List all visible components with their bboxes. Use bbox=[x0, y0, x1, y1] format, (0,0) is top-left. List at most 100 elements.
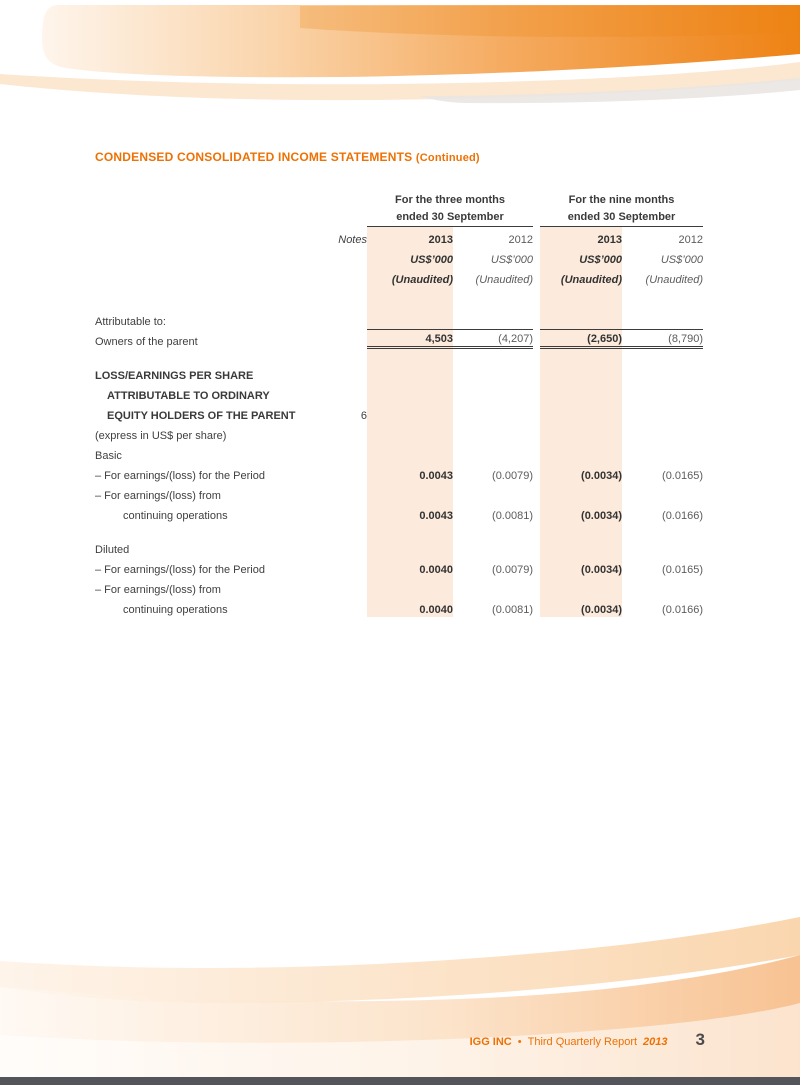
col-year-2013-9m: 2013 bbox=[540, 227, 623, 247]
spacer-row bbox=[95, 523, 703, 537]
col-status: (Unaudited) bbox=[645, 274, 704, 286]
row-label: – For earnings/(loss) from bbox=[95, 490, 221, 502]
highlight-band-cell bbox=[540, 423, 623, 443]
value-cell: 0.0040 bbox=[367, 557, 453, 577]
group-header-line1: For the three months bbox=[395, 194, 506, 206]
highlight-band-cell bbox=[367, 403, 453, 423]
table-row: Attributable to: bbox=[95, 309, 703, 329]
value-cell: (0.0081) bbox=[492, 604, 534, 616]
highlight-band-cell bbox=[540, 403, 623, 423]
highlight-band-cell bbox=[540, 383, 623, 403]
footer-artwork bbox=[0, 917, 800, 1085]
row-label: continuing operations bbox=[123, 604, 228, 616]
table-row: Basic bbox=[95, 443, 703, 463]
header-swoosh-gray bbox=[420, 78, 800, 104]
row-label: – For earnings/(loss) for the Period bbox=[95, 470, 265, 482]
value-cell: 0.0040 bbox=[367, 597, 453, 617]
highlight-band-cell bbox=[540, 483, 623, 503]
col-status: (Unaudited) bbox=[367, 267, 453, 287]
page-title: CONDENSED CONSOLIDATED INCOME STATEMENTS… bbox=[95, 150, 705, 165]
column-group-row: For the three months ended 30 September … bbox=[95, 192, 704, 227]
row-label: EQUITY HOLDERS OF THE PARENT bbox=[107, 410, 296, 422]
highlight-band-cell bbox=[540, 537, 623, 557]
header-swoosh-highlight bbox=[300, 6, 800, 37]
group-header-line2: ended 30 September bbox=[567, 211, 676, 223]
spacer-row bbox=[95, 349, 703, 363]
value-cell: (0.0079) bbox=[492, 470, 534, 482]
highlight-band-cell bbox=[367, 287, 453, 309]
row-label: Basic bbox=[95, 450, 122, 462]
col-year-2013-q3: 2013 bbox=[367, 227, 453, 247]
row-label: (express in US$ per share) bbox=[95, 430, 227, 442]
group-header-line2: ended 30 September bbox=[396, 211, 504, 223]
highlight-band-cell bbox=[367, 537, 453, 557]
highlight-band-cell bbox=[367, 523, 453, 537]
header-artwork bbox=[0, 5, 800, 104]
highlight-band-cell bbox=[367, 483, 453, 503]
value-cell: (0.0166) bbox=[662, 604, 704, 616]
highlight-band-cell bbox=[367, 349, 453, 363]
page-title-text: CONDENSED CONSOLIDATED INCOME STATEMENTS bbox=[95, 150, 413, 164]
page-title-continued: (Continued) bbox=[415, 152, 480, 164]
status-header-row: (Unaudited) (Unaudited) (Unaudited) (Una… bbox=[95, 267, 703, 287]
group-header-line1: For the nine months bbox=[568, 194, 675, 206]
highlight-band-cell bbox=[540, 577, 623, 597]
header-swoosh-main bbox=[42, 5, 800, 78]
footer-swoosh-main bbox=[0, 955, 800, 1077]
table-row: LOSS/EARNINGS PER SHARE bbox=[95, 363, 703, 383]
row-label: Owners of the parent bbox=[95, 336, 198, 348]
highlight-band-cell bbox=[540, 443, 623, 463]
value-cell: (0.0034) bbox=[540, 597, 623, 617]
col-unit: US$’000 bbox=[540, 247, 623, 267]
table-row: Diluted bbox=[95, 537, 703, 557]
highlight-band-cell bbox=[367, 363, 453, 383]
footer-report-year: 2013 bbox=[643, 1036, 668, 1048]
highlight-band-cell bbox=[367, 423, 453, 443]
highlight-band-cell bbox=[540, 523, 623, 537]
table-row: – For earnings/(loss) for the Period 0.0… bbox=[95, 463, 703, 483]
col-unit: US$’000 bbox=[367, 247, 453, 267]
col-status: (Unaudited) bbox=[540, 267, 623, 287]
page-footer: IGG INC • Third Quarterly Report 2013 3 bbox=[470, 1030, 705, 1050]
spacer-row bbox=[95, 287, 703, 309]
table-row: ATTRIBUTABLE TO ORDINARY bbox=[95, 383, 703, 403]
value-cell: (2,650) bbox=[540, 329, 623, 349]
table-row: – For earnings/(loss) for the Period 0.0… bbox=[95, 557, 703, 577]
col-status: (Unaudited) bbox=[475, 274, 534, 286]
col-unit: US$’000 bbox=[490, 254, 534, 266]
row-label: – For earnings/(loss) from bbox=[95, 584, 221, 596]
value-cell: (0.0034) bbox=[540, 463, 623, 483]
table-row: EQUITY HOLDERS OF THE PARENT 6 bbox=[95, 403, 703, 423]
footer-bullet: • bbox=[517, 1036, 522, 1048]
table-row: (express in US$ per share) bbox=[95, 423, 703, 443]
value-cell: 4,503 bbox=[367, 329, 453, 349]
table-row: continuing operations 0.0040 (0.0081) (0… bbox=[95, 597, 703, 617]
value-cell: (0.0034) bbox=[540, 503, 623, 523]
footer-bottom-bar bbox=[0, 1077, 800, 1085]
footer-swoosh-upper bbox=[0, 917, 800, 1003]
value-cell: (4,207) bbox=[453, 329, 534, 349]
table-row: – For earnings/(loss) from bbox=[95, 577, 703, 597]
table-row: continuing operations 0.0043 (0.0081) (0… bbox=[95, 503, 703, 523]
value-cell: (0.0165) bbox=[662, 564, 704, 576]
highlight-band-cell bbox=[367, 309, 453, 329]
highlight-band-cell bbox=[540, 363, 623, 383]
value-cell: (0.0034) bbox=[540, 557, 623, 577]
row-label: Attributable to: bbox=[95, 316, 166, 328]
highlight-band-cell bbox=[367, 443, 453, 463]
header-swoosh-pale bbox=[0, 62, 800, 101]
note-reference: 6 bbox=[360, 410, 367, 422]
highlight-band-cell bbox=[540, 287, 623, 309]
highlight-band-cell bbox=[367, 577, 453, 597]
highlight-band-cell bbox=[367, 383, 453, 403]
col-year-2012-9m: 2012 bbox=[678, 234, 704, 246]
table-row-owners-of-parent: Owners of the parent 4,503 (4,207) (2,65… bbox=[95, 329, 704, 349]
highlight-band-cell bbox=[540, 309, 623, 329]
row-label: – For earnings/(loss) for the Period bbox=[95, 564, 265, 576]
year-header-row: Notes 2013 2012 2013 2012 bbox=[95, 227, 703, 247]
row-label: ATTRIBUTABLE TO ORDINARY bbox=[107, 390, 270, 402]
value-cell: (0.0081) bbox=[492, 510, 534, 522]
value-cell: (0.0166) bbox=[662, 510, 704, 522]
col-unit: US$’000 bbox=[660, 254, 704, 266]
row-label: Diluted bbox=[95, 544, 130, 556]
